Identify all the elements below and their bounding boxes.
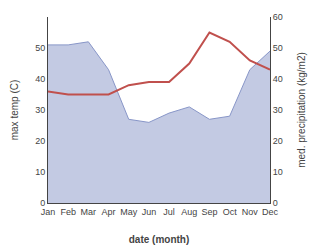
svg-text:20: 20 bbox=[35, 136, 45, 146]
svg-text:Mar: Mar bbox=[81, 207, 97, 217]
svg-text:10: 10 bbox=[273, 167, 283, 177]
svg-text:60: 60 bbox=[273, 12, 283, 22]
svg-text:0: 0 bbox=[40, 198, 45, 208]
svg-text:Jul: Jul bbox=[163, 207, 175, 217]
svg-text:med. precipitation (kg/m2): med. precipitation (kg/m2) bbox=[296, 52, 307, 168]
svg-text:Jun: Jun bbox=[142, 207, 157, 217]
svg-text:max temp (C): max temp (C) bbox=[9, 80, 20, 141]
svg-text:30: 30 bbox=[273, 105, 283, 115]
svg-text:20: 20 bbox=[273, 136, 283, 146]
svg-text:30: 30 bbox=[35, 105, 45, 115]
svg-text:Nov: Nov bbox=[242, 207, 259, 217]
svg-text:50: 50 bbox=[35, 43, 45, 53]
svg-text:40: 40 bbox=[273, 74, 283, 84]
svg-text:Apr: Apr bbox=[102, 207, 116, 217]
svg-text:Jan: Jan bbox=[41, 207, 56, 217]
svg-text:0: 0 bbox=[273, 198, 278, 208]
svg-text:50: 50 bbox=[273, 43, 283, 53]
svg-text:40: 40 bbox=[35, 74, 45, 84]
svg-text:10: 10 bbox=[35, 167, 45, 177]
svg-text:Sep: Sep bbox=[201, 207, 217, 217]
svg-text:Dec: Dec bbox=[262, 207, 279, 217]
svg-text:May: May bbox=[120, 207, 138, 217]
svg-text:Oct: Oct bbox=[223, 207, 238, 217]
svg-text:Aug: Aug bbox=[181, 207, 197, 217]
svg-text:date (month): date (month) bbox=[129, 234, 190, 245]
svg-text:Feb: Feb bbox=[60, 207, 76, 217]
